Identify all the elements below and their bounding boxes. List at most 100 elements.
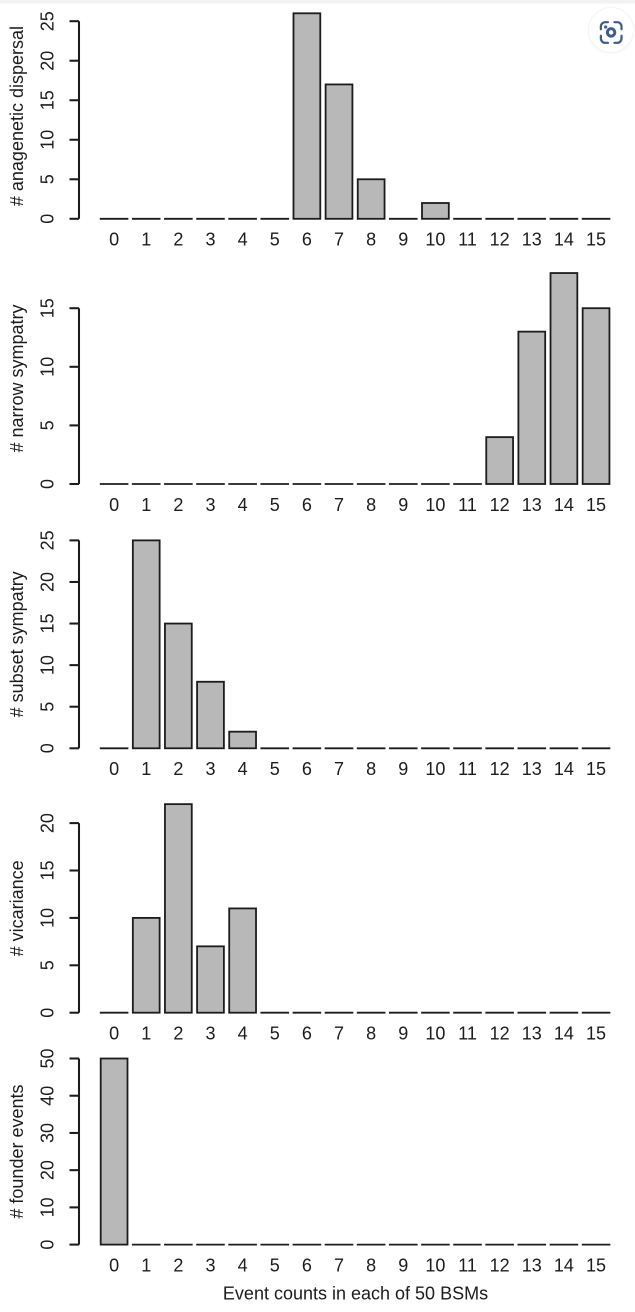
svg-text:9: 9 [398, 230, 408, 250]
svg-text:8: 8 [366, 230, 376, 250]
svg-text:9: 9 [398, 495, 408, 515]
svg-text:0: 0 [38, 1240, 58, 1250]
svg-text:1: 1 [141, 759, 151, 779]
svg-text:0: 0 [109, 230, 119, 250]
svg-text:9: 9 [398, 759, 408, 779]
svg-text:0: 0 [38, 214, 58, 224]
svg-text:4: 4 [238, 759, 248, 779]
svg-text:13: 13 [522, 1024, 542, 1044]
svg-text:10: 10 [38, 357, 58, 377]
svg-text:1: 1 [141, 1255, 151, 1275]
svg-text:10: 10 [38, 130, 58, 150]
svg-text:5: 5 [38, 702, 58, 712]
svg-text:15: 15 [38, 614, 58, 634]
svg-text:10: 10 [38, 908, 58, 928]
svg-text:5: 5 [270, 495, 280, 515]
svg-text:5: 5 [270, 1024, 280, 1044]
svg-text:6: 6 [302, 1255, 312, 1275]
svg-text:12: 12 [490, 230, 510, 250]
svg-text:20: 20 [38, 813, 58, 833]
svg-text:10: 10 [38, 1197, 58, 1217]
svg-text:Event counts in each of 50 BSM: Event counts in each of 50 BSMs [223, 1284, 488, 1304]
svg-text:15: 15 [586, 230, 606, 250]
svg-text:12: 12 [490, 1255, 510, 1275]
svg-text:14: 14 [554, 759, 574, 779]
svg-text:8: 8 [366, 1024, 376, 1044]
svg-text:4: 4 [238, 495, 248, 515]
svg-text:0: 0 [38, 479, 58, 489]
svg-text:25: 25 [38, 11, 58, 31]
svg-text:# subset sympatry: # subset sympatry [7, 571, 27, 717]
svg-text:9: 9 [398, 1024, 408, 1044]
svg-text:25: 25 [38, 530, 58, 550]
svg-text:0: 0 [109, 1255, 119, 1275]
svg-text:15: 15 [586, 1255, 606, 1275]
svg-text:2: 2 [173, 1255, 183, 1275]
svg-text:4: 4 [238, 230, 248, 250]
svg-text:10: 10 [38, 655, 58, 675]
svg-text:10: 10 [425, 759, 445, 779]
svg-text:8: 8 [366, 759, 376, 779]
svg-text:15: 15 [38, 860, 58, 880]
svg-text:5: 5 [270, 230, 280, 250]
svg-text:4: 4 [238, 1255, 248, 1275]
svg-text:7: 7 [334, 495, 344, 515]
svg-text:6: 6 [302, 1024, 312, 1044]
svg-text:12: 12 [490, 495, 510, 515]
svg-text:2: 2 [173, 495, 183, 515]
svg-text:40: 40 [38, 1086, 58, 1106]
svg-text:11: 11 [458, 1255, 477, 1275]
svg-text:2: 2 [173, 759, 183, 779]
svg-text:3: 3 [205, 495, 215, 515]
svg-text:5: 5 [270, 759, 280, 779]
svg-text:3: 3 [205, 759, 215, 779]
svg-text:20: 20 [38, 51, 58, 71]
svg-text:1: 1 [141, 230, 151, 250]
svg-text:7: 7 [334, 1255, 344, 1275]
svg-text:10: 10 [425, 1024, 445, 1044]
svg-text:14: 14 [554, 1024, 574, 1044]
svg-text:0: 0 [38, 1008, 58, 1018]
svg-text:2: 2 [173, 1024, 183, 1044]
svg-text:5: 5 [38, 420, 58, 430]
svg-text:11: 11 [458, 495, 477, 515]
svg-text:4: 4 [238, 1024, 248, 1044]
svg-text:9: 9 [398, 1255, 408, 1275]
svg-text:20: 20 [38, 1160, 58, 1180]
svg-text:10: 10 [425, 230, 445, 250]
svg-text:0: 0 [38, 743, 58, 753]
svg-text:15: 15 [38, 90, 58, 110]
svg-text:0: 0 [109, 1024, 119, 1044]
svg-text:11: 11 [458, 230, 477, 250]
svg-text:12: 12 [490, 1024, 510, 1044]
svg-text:14: 14 [554, 1255, 574, 1275]
svg-text:5: 5 [270, 1255, 280, 1275]
svg-text:50: 50 [38, 1048, 58, 1068]
svg-text:1: 1 [141, 1024, 151, 1044]
svg-text:14: 14 [554, 495, 574, 515]
svg-text:1: 1 [141, 495, 151, 515]
svg-text:10: 10 [425, 495, 445, 515]
svg-text:5: 5 [38, 174, 58, 184]
svg-text:15: 15 [38, 298, 58, 318]
svg-text:8: 8 [366, 495, 376, 515]
svg-text:3: 3 [205, 230, 215, 250]
svg-text:3: 3 [205, 1024, 215, 1044]
svg-text:15: 15 [586, 759, 606, 779]
svg-text:30: 30 [38, 1123, 58, 1143]
svg-text:15: 15 [586, 1024, 606, 1044]
svg-text:3: 3 [205, 1255, 215, 1275]
svg-text:10: 10 [425, 1255, 445, 1275]
svg-text:13: 13 [522, 759, 542, 779]
svg-text:7: 7 [334, 1024, 344, 1044]
svg-text:11: 11 [458, 1024, 477, 1044]
svg-text:# anagenetic dispersal: # anagenetic dispersal [7, 26, 27, 206]
svg-text:13: 13 [522, 1255, 542, 1275]
svg-text:13: 13 [522, 495, 542, 515]
svg-text:6: 6 [302, 495, 312, 515]
svg-text:6: 6 [302, 759, 312, 779]
svg-text:2: 2 [173, 230, 183, 250]
svg-text:12: 12 [490, 759, 510, 779]
svg-text:20: 20 [38, 572, 58, 592]
svg-text:# vicariance: # vicariance [7, 860, 27, 956]
